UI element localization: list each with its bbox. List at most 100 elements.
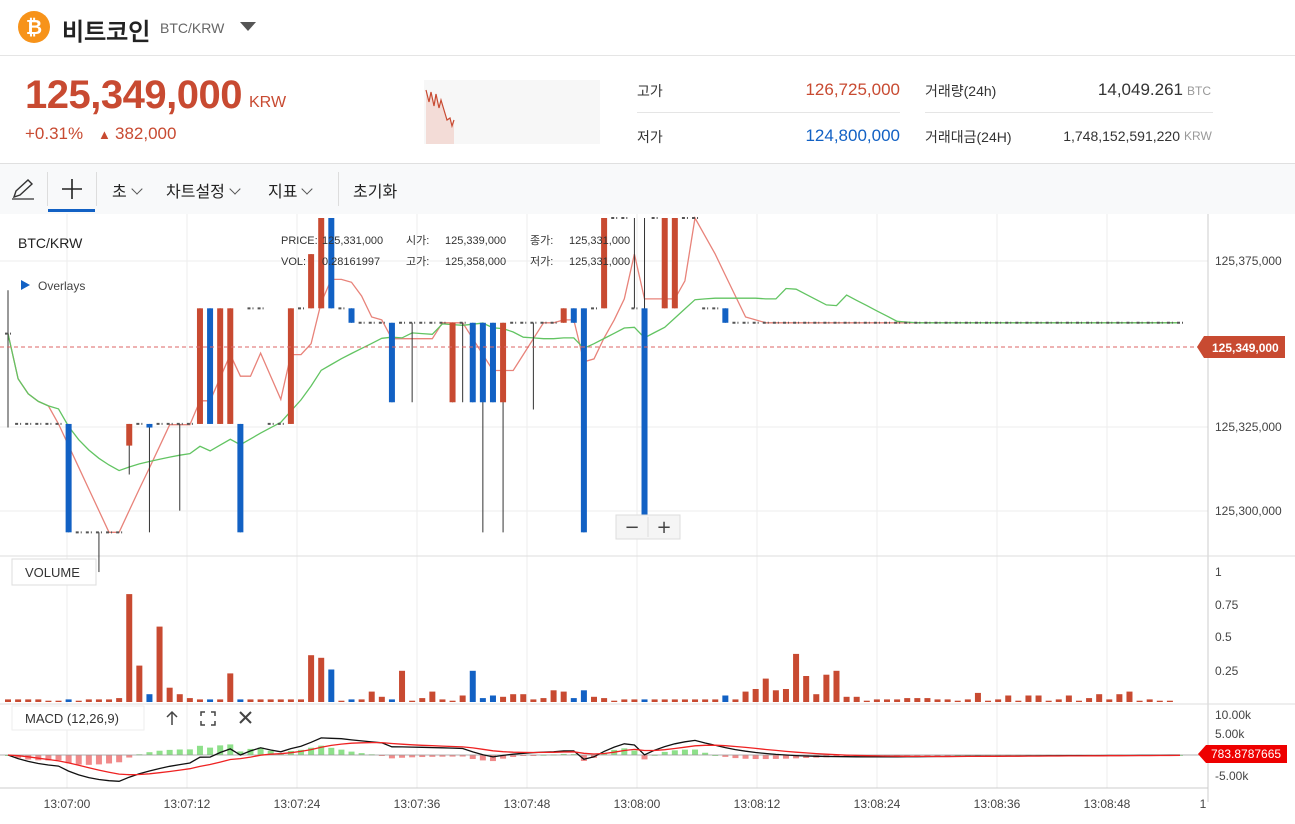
macd-histogram-bar bbox=[146, 752, 153, 755]
candle-body bbox=[661, 218, 668, 309]
volume-bar bbox=[833, 670, 840, 702]
volume-bar bbox=[358, 699, 365, 702]
volume-bar bbox=[611, 700, 618, 702]
volume-bar bbox=[449, 700, 456, 702]
macd-histogram-bar bbox=[782, 755, 789, 759]
volume-bar bbox=[884, 699, 890, 702]
candle-body bbox=[580, 308, 587, 533]
volume-bar bbox=[136, 665, 143, 702]
trade-value-24h-unit: KRW bbox=[1184, 129, 1212, 143]
time-tick-label: 13:07:48 bbox=[504, 797, 551, 811]
change-percent: +0.31% bbox=[25, 124, 84, 143]
volume-bar bbox=[631, 699, 638, 702]
volume-bar bbox=[176, 694, 183, 702]
header-divider bbox=[0, 55, 1295, 56]
volume-bar bbox=[843, 696, 850, 702]
chart-symbol-label: BTC/KRW bbox=[18, 235, 83, 251]
volume-bar bbox=[1045, 700, 1052, 702]
volume-bar bbox=[1035, 695, 1042, 702]
caret-down-icon[interactable] bbox=[240, 22, 256, 31]
macd-pane-label: MACD (12,26,9) bbox=[25, 711, 119, 726]
reset-button[interactable]: 초기화 bbox=[353, 184, 398, 201]
macd-tick-label: 5.00k bbox=[1215, 727, 1245, 741]
candle-body bbox=[469, 322, 476, 403]
macd-histogram-bar bbox=[702, 752, 709, 755]
volume-bar bbox=[479, 698, 486, 702]
toolbar-divider bbox=[47, 172, 48, 206]
price-chart[interactable]: 125,375,000 125,325,000 125,300,000 125,… bbox=[0, 214, 1295, 824]
volume-bar bbox=[45, 700, 52, 702]
macd-tick-label: 10.00k bbox=[1215, 708, 1252, 722]
candle-body bbox=[449, 322, 456, 403]
macd-histogram-bar bbox=[439, 755, 446, 757]
coin-pair: BTC/KRW bbox=[160, 20, 225, 36]
macd-histogram-bar bbox=[459, 755, 466, 757]
volume-bar bbox=[1096, 694, 1103, 702]
volume-bar bbox=[1166, 700, 1173, 702]
volume-bar bbox=[1136, 700, 1143, 702]
volume-bar bbox=[318, 657, 325, 702]
candle-body bbox=[328, 218, 335, 309]
macd-line bbox=[7, 741, 1181, 776]
volume-bar bbox=[85, 699, 92, 702]
volume-bar bbox=[237, 699, 244, 702]
expand-icon[interactable] bbox=[200, 711, 216, 726]
info-vol-value: 0.28161997 bbox=[322, 256, 380, 268]
volume-bar bbox=[681, 699, 688, 702]
volume-bar bbox=[368, 691, 375, 702]
volume-bar bbox=[186, 698, 193, 702]
candle-body bbox=[318, 218, 325, 309]
candle-body bbox=[500, 322, 507, 403]
volume-bar bbox=[540, 698, 547, 702]
volume-bar bbox=[35, 699, 42, 702]
macd-histogram-bar bbox=[378, 755, 385, 756]
volume-bar bbox=[196, 699, 203, 702]
volume-bar bbox=[782, 689, 789, 702]
close-icon[interactable] bbox=[239, 711, 252, 724]
volume-bar bbox=[95, 699, 102, 702]
macd-histogram-bar bbox=[328, 747, 335, 755]
info-close-value: 125,331,000 bbox=[569, 235, 630, 247]
volume-bar bbox=[267, 699, 274, 702]
volume-bar bbox=[853, 696, 860, 702]
interval-dropdown[interactable]: 초 bbox=[112, 178, 143, 202]
macd-histogram-bar bbox=[106, 755, 113, 764]
price-tick-label: 125,325,000 bbox=[1215, 420, 1282, 434]
macd-histogram-bar bbox=[894, 755, 901, 756]
macd-histogram-bar bbox=[530, 755, 537, 756]
volume-bar bbox=[762, 678, 769, 702]
zoom-out-button[interactable]: − bbox=[624, 517, 639, 538]
time-tick-label: 13:07:24 bbox=[274, 797, 321, 811]
volume-bar bbox=[419, 698, 426, 702]
low-label: 저가 bbox=[637, 129, 663, 145]
volume-pane-label: VOLUME bbox=[25, 565, 80, 580]
macd-histogram-bar bbox=[772, 755, 779, 759]
volume-bar bbox=[1005, 695, 1012, 702]
crosshair-icon[interactable] bbox=[60, 177, 84, 201]
indicators-dropdown[interactable]: 지표 bbox=[268, 178, 314, 202]
volume-bar bbox=[1025, 695, 1032, 702]
candle-body bbox=[489, 322, 496, 403]
volume-bar bbox=[510, 694, 517, 702]
macd-histogram-bar bbox=[742, 755, 749, 759]
candle-body bbox=[237, 423, 244, 533]
zoom-in-button[interactable]: + bbox=[656, 517, 671, 538]
volume-bar bbox=[944, 699, 951, 702]
volume-bar bbox=[146, 694, 153, 702]
chart-settings-dropdown[interactable]: 차트설정 bbox=[166, 178, 241, 202]
chart-toolbar: 초 차트설정 지표 초기화 bbox=[0, 163, 1295, 214]
volume-bar bbox=[1106, 699, 1113, 702]
high-label: 고가 bbox=[637, 83, 663, 99]
volume-bar bbox=[985, 700, 992, 702]
volume-bar bbox=[1086, 698, 1093, 702]
volume-bar bbox=[106, 699, 113, 702]
arrow-up-icon[interactable] bbox=[166, 710, 178, 725]
macd-histogram-bar bbox=[409, 755, 416, 758]
volume-bar bbox=[803, 676, 810, 702]
pencil-icon[interactable] bbox=[10, 177, 36, 201]
time-tick-label: 13:08:00 bbox=[614, 797, 661, 811]
volume-24h-value: 14,049.261 bbox=[1097, 80, 1183, 99]
chevron-down-icon bbox=[131, 183, 143, 195]
volume-bar bbox=[469, 670, 476, 702]
macd-histogram-bar bbox=[479, 755, 486, 761]
